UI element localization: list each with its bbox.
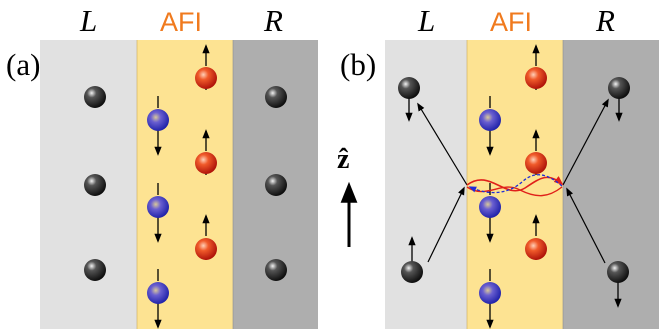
panel-b-right-label: R bbox=[595, 3, 615, 38]
electron-ball-spin-up bbox=[401, 236, 423, 283]
spin-down-atom bbox=[147, 96, 169, 156]
panel-a-afi-region bbox=[137, 40, 233, 329]
scattering-arrow bbox=[566, 187, 606, 264]
electron-ball bbox=[265, 174, 287, 196]
z-axis-label: ẑ bbox=[337, 144, 349, 175]
spin-down-atom bbox=[147, 183, 169, 243]
spin-down-atom bbox=[479, 269, 501, 329]
electron-ball bbox=[265, 259, 287, 281]
spin-up-atom bbox=[525, 129, 547, 175]
panel-b-afi-region bbox=[467, 40, 563, 329]
panel-b-afi-label: AFI bbox=[490, 7, 532, 37]
spin-up-atom bbox=[195, 214, 217, 260]
panel-a-left-label: L bbox=[79, 3, 97, 38]
spin-up-atom bbox=[525, 214, 547, 260]
spin-down-atom bbox=[479, 96, 501, 156]
scattering-arrow bbox=[562, 98, 609, 186]
electron-ball bbox=[84, 174, 106, 196]
spin-up-atom bbox=[525, 44, 547, 90]
panel-b-left-lead bbox=[385, 40, 467, 329]
scattering-arrow bbox=[427, 186, 465, 263]
panel-a-afi-label: AFI bbox=[160, 7, 202, 37]
scattering-arrow bbox=[417, 102, 468, 186]
panel-b: (b) L AFI R bbox=[340, 3, 659, 329]
z-axis: ẑ bbox=[337, 144, 358, 247]
electron-ball bbox=[265, 86, 287, 108]
panel-a: (a) L AFI R bbox=[6, 3, 318, 329]
electron-ball bbox=[84, 86, 106, 108]
panel-a-right-label: R bbox=[263, 3, 283, 38]
electron-ball-spin-down bbox=[607, 261, 629, 308]
spin-down-atom bbox=[479, 183, 501, 243]
electron-ball-spin-down bbox=[398, 77, 420, 122]
panel-a-tag: (a) bbox=[6, 47, 40, 82]
blue-dashed-path bbox=[468, 174, 563, 194]
spin-down-atom bbox=[147, 269, 169, 329]
spin-up-atom bbox=[195, 129, 217, 175]
electron-ball bbox=[84, 259, 106, 281]
spin-up-atom bbox=[195, 44, 217, 90]
panel-b-left-label: L bbox=[417, 3, 435, 38]
panel-b-tag: (b) bbox=[340, 47, 376, 82]
electron-ball-spin-down bbox=[608, 77, 630, 122]
